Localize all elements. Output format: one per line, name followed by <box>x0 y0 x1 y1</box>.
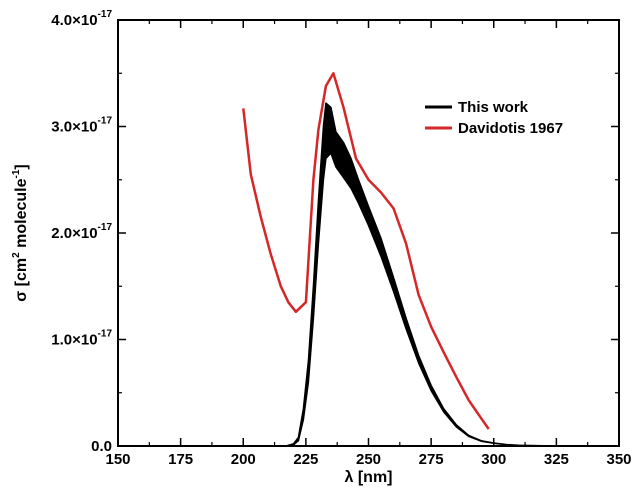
legend-label-davidotis-1967: Davidotis 1967 <box>458 120 563 137</box>
x-axis-label: λ [nm] <box>345 469 393 486</box>
legend: This work Davidotis 1967 <box>425 99 563 137</box>
y-tick-label: 4.0×10-17 <box>51 9 112 29</box>
series-this-work-band <box>285 102 620 447</box>
x-tick-label: 225 <box>293 451 318 468</box>
y-tick-label: 3.0×10-17 <box>51 116 112 136</box>
x-tick-label: 250 <box>356 451 381 468</box>
x-tick-label: 200 <box>231 451 256 468</box>
plot-frame <box>117 19 620 447</box>
x-tick-label: 275 <box>419 451 444 468</box>
y-tick-label: 1.0×10-17 <box>51 329 112 349</box>
x-tick-label: 150 <box>105 451 130 468</box>
ticks-layer: 150 175 200 225 250 275 300 325 350 0.0 1.0×10-17 2… <box>51 9 631 468</box>
series-davidotis-1967-line <box>242 72 490 430</box>
x-tick-label: 300 <box>481 451 506 468</box>
y-axis-label: σ [cm2 molecule-1] <box>11 164 30 301</box>
x-tick-label: 325 <box>544 451 569 468</box>
x-tick-label: 350 <box>606 451 631 468</box>
x-tick-label: 175 <box>168 451 193 468</box>
legend-label-this-work: This work <box>458 99 529 116</box>
y-tick-label: 0.0 <box>91 438 112 455</box>
y-tick-label: 2.0×10-17 <box>51 222 112 242</box>
